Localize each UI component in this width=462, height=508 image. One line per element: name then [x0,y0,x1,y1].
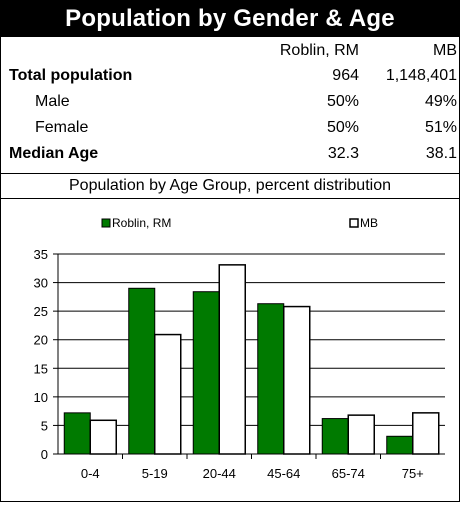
table-header-row: Roblin, RM MB [1,39,459,63]
row-label-female: Female [35,119,89,136]
row-label-median-age: Median Age [9,145,99,162]
x-tick-label-75+: 75+ [402,466,424,481]
bar-rm-45-64 [257,303,285,455]
bar-mb-65-74 [347,414,375,455]
x-tick-label-20-44: 20-44 [203,466,236,481]
y-tick-label-15: 15 [34,361,48,376]
value-mb-total-population: 1,148,401 [385,67,457,84]
bar-mb-0-4 [89,419,117,455]
y-tick-label-0: 0 [41,447,48,462]
y-tick-label-35: 35 [34,247,48,262]
legend-label-rm: Roblin, RM [112,216,171,230]
bar-mb-20-44 [218,264,246,455]
legend-swatch-mb [349,218,359,228]
chart-subtitle: Population by Age Group, percent distrib… [69,177,391,194]
row-label-male: Male [35,93,70,110]
value-rm-total-population: 964 [332,67,359,84]
column-header-rm: Roblin, RM [279,42,359,59]
x-tick-label-5-19: 5-19 [142,466,168,481]
x-tick-label-45-64: 45-64 [267,466,300,481]
value-mb-median-age: 38.1 [425,145,457,162]
value-mb-male: 49% [424,93,457,110]
table-row-median-age: Median Age 32.3 38.1 [1,142,459,166]
value-rm-median-age: 32.3 [327,145,359,162]
legend-swatch-rm [101,218,111,228]
bar-mb-45-64 [283,305,311,455]
age-group-chart: Roblin, RM MB 0 5 10 15 20 25 30 35 0-4 5-19 20-44… [1,199,459,503]
x-tick-label-65-74: 65-74 [332,466,365,481]
chart-legend: Roblin, RM MB [101,216,378,230]
bar-mb-5-19 [154,333,182,455]
chart-axes [53,253,445,459]
subtitle-divider [1,198,459,199]
bar-rm-65-74 [321,418,349,455]
row-label-total-population: Total population [9,67,133,84]
value-rm-female: 50% [326,119,359,136]
x-tick-label-0-4: 0-4 [81,466,100,481]
y-tick-label-5: 5 [41,418,48,433]
value-mb-female: 51% [424,119,457,136]
value-rm-male: 50% [326,93,359,110]
table-row-total-population: Total population 964 1,148,401 [1,64,459,88]
bar-rm-0-4 [63,412,91,455]
chart-bars [63,264,440,455]
chart-axis-labels: 0 5 10 15 20 25 30 35 0-4 5-19 20-44 45-64 65-74 75+ [34,247,424,481]
population-table: Roblin, RM MB Total population 964 1,148… [1,37,459,198]
bar-rm-75+ [386,435,414,455]
y-tick-label-25: 25 [34,304,48,319]
y-tick-label-30: 30 [34,276,48,291]
y-tick-label-20: 20 [34,333,48,348]
table-divider [1,173,459,174]
column-header-mb: MB [433,42,457,59]
bar-chart: Roblin, RM MB 0 5 10 15 20 25 30 35 0-4 5-19 20-44… [34,216,445,481]
legend-label-mb: MB [360,216,378,230]
table-row-female: Female 50% 51% [1,116,459,140]
bar-mb-75+ [412,412,440,455]
y-tick-label-10: 10 [34,390,48,405]
bar-rm-5-19 [128,287,156,455]
page-title: Population by Gender & Age [1,1,459,37]
bar-rm-20-44 [192,291,220,455]
chart-gridlines [58,253,445,426]
table-row-male: Male 50% 49% [1,90,459,114]
